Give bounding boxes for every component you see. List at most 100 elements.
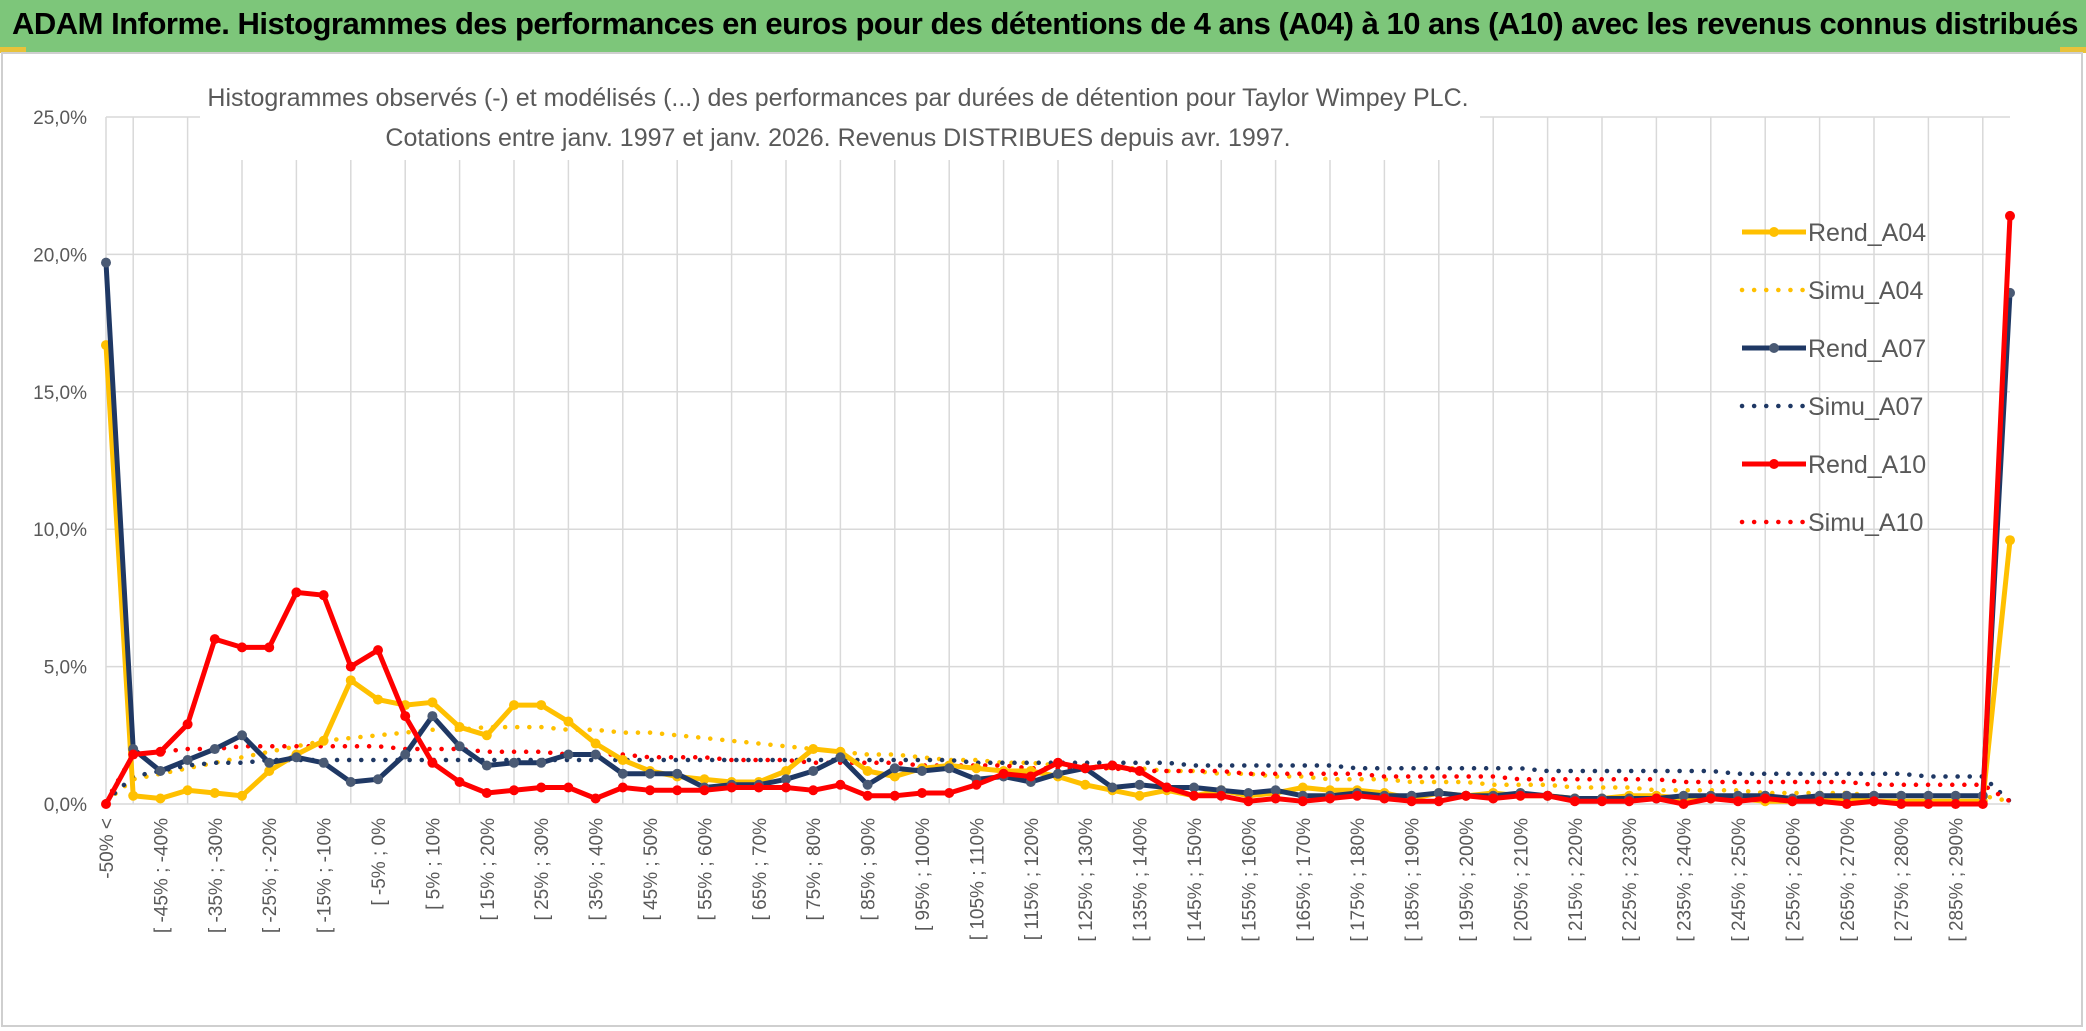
x-tick-label: [ 255% ; 260% (1783, 818, 1804, 942)
x-tick-label: [ 85% ; 90% (859, 818, 880, 921)
chart-subtitle-line2: Cotations entre janv. 1997 et janv. 2026… (385, 124, 1290, 152)
data-point (617, 782, 628, 793)
legend-item-Rend_A04: Rend_A04 (1742, 219, 1926, 247)
x-tick-label: [ 35% ; 40% (587, 818, 608, 921)
x-tick-label: [ 225% ; 230% (1620, 818, 1641, 942)
legend-label: Simu_A07 (1808, 393, 1923, 421)
data-point (1896, 790, 1907, 801)
data-point (1923, 790, 1934, 801)
chart-subtitle-line1: Histogrammes observés (-) et modélisés (… (207, 84, 1468, 112)
y-tick-label: 10,0% (33, 520, 87, 541)
x-tick-label: [ 185% ; 190% (1403, 818, 1424, 942)
data-point (264, 642, 275, 653)
x-tick-label: [ 125% ; 130% (1076, 818, 1097, 942)
data-point (291, 752, 302, 763)
data-point (1189, 782, 1199, 793)
data-point (1433, 796, 1444, 807)
legend-item-Simu_A10: Simu_A10 (1739, 509, 1923, 537)
data-point (1134, 779, 1145, 790)
data-point (1216, 790, 1227, 801)
data-point (2005, 535, 2015, 546)
data-point (400, 749, 411, 760)
data-point (237, 790, 247, 801)
x-tick-label: -50% < (97, 818, 118, 879)
data-point (808, 766, 819, 777)
data-point (1352, 790, 1363, 801)
y-axis-tick-labels: 0,0% 5,0% 10,0% 15,0% 20,0% 25,0% (33, 108, 87, 816)
data-point (753, 782, 764, 793)
y-tick-label: 25,0% (33, 108, 87, 129)
data-point (1977, 799, 1988, 809)
data-point (590, 793, 601, 804)
data-point (1053, 768, 1063, 779)
data-point (1624, 796, 1635, 807)
legend-item-Simu_A07: Simu_A07 (1739, 393, 1923, 421)
series-line-Simu_A10 (103, 744, 2013, 804)
data-point (1297, 796, 1308, 807)
legend-marker (1769, 227, 1779, 237)
series-line-Simu_A07 (103, 757, 2013, 804)
x-tick-label: [ 15% ; 20% (478, 818, 499, 921)
data-point (182, 785, 193, 796)
y-tick-label: 5,0% (44, 658, 87, 679)
data-point (1705, 793, 1716, 804)
data-point (862, 779, 873, 790)
data-point (971, 763, 982, 774)
data-point (1243, 788, 1254, 799)
series-Simu_A10 (103, 744, 2013, 804)
x-tick-label: [ 175% ; 180% (1348, 818, 1369, 942)
x-tick-label: [ 45% ; 50% (641, 818, 662, 921)
data-point (237, 730, 247, 741)
data-point (1433, 788, 1444, 799)
x-tick-label: [ 5% ; 10% (423, 818, 444, 910)
data-point (291, 587, 302, 598)
legend-item-Rend_A10: Rend_A10 (1742, 451, 1926, 479)
data-point (1080, 779, 1091, 790)
legend-item-Simu_A04: Simu_A04 (1739, 277, 1923, 305)
data-point (1841, 790, 1852, 801)
x-tick-label: [ -35% ; -30% (206, 818, 227, 933)
data-point (1161, 782, 1172, 793)
corner-accent-right (2060, 47, 2086, 53)
legend-label: Rend_A07 (1808, 335, 1926, 363)
data-point (1406, 796, 1417, 807)
data-point (590, 749, 601, 760)
data-point (862, 790, 873, 801)
data-point (617, 768, 628, 779)
data-point (1325, 793, 1335, 804)
data-point (1950, 790, 1961, 801)
data-point (1379, 793, 1390, 804)
data-point (1189, 790, 1199, 801)
y-tick-label: 15,0% (33, 383, 87, 404)
x-tick-label: [ 235% ; 240% (1675, 818, 1696, 942)
data-point (345, 675, 356, 686)
data-point (1461, 790, 1471, 801)
data-point (1134, 766, 1145, 777)
data-point (1243, 796, 1254, 807)
legend-item-Rend_A07: Rend_A07 (1742, 335, 1926, 363)
data-point (427, 711, 438, 722)
data-point (454, 777, 465, 788)
data-point (835, 779, 846, 790)
data-point (509, 757, 519, 768)
x-tick-label: [ 65% ; 70% (750, 818, 771, 921)
data-point (1025, 771, 1036, 782)
x-tick-label: [ 215% ; 220% (1566, 818, 1587, 942)
x-tick-label: [ 135% ; 140% (1131, 818, 1152, 942)
x-axis-tick-labels: -50% < [ -45% ; -40% [ -35% ; -30% [ -25% ;… (97, 818, 1968, 942)
data-point (536, 700, 547, 711)
data-point (1869, 796, 1879, 807)
data-point (345, 777, 356, 788)
data-point (1923, 799, 1934, 809)
x-tick-label: [ 265% ; 270% (1838, 818, 1859, 942)
subtitle-background (200, 76, 1480, 160)
x-tick-label: [ -5% ; 0% (369, 818, 390, 906)
data-point (1814, 796, 1825, 807)
data-point (672, 785, 683, 796)
data-point (1515, 790, 1526, 801)
data-point (781, 774, 791, 785)
x-tick-label: [ 55% ; 60% (695, 818, 716, 921)
data-point (2005, 210, 2015, 221)
data-point (1107, 782, 1118, 793)
